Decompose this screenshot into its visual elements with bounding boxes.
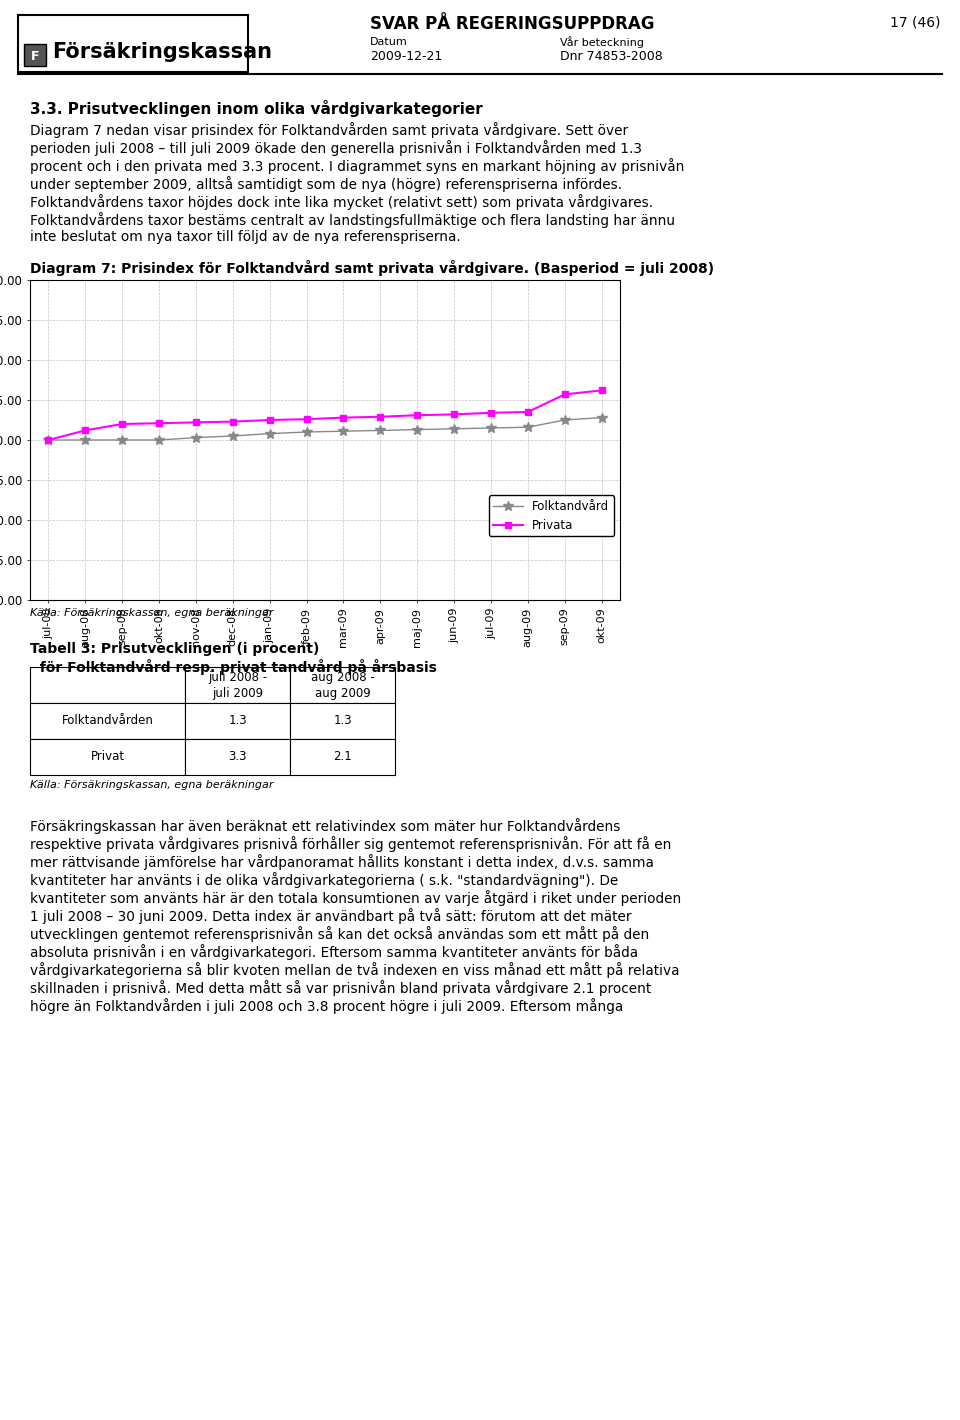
Text: vårdgivarkategorierna så blir kvoten mellan de två indexen en viss månad ett måt: vårdgivarkategorierna så blir kvoten mel…	[30, 961, 680, 978]
Bar	[30, 667, 185, 703]
Text: Folktandvården: Folktandvården	[61, 714, 154, 727]
Text: Källa: Försäkringskassan, egna beräkningar: Källa: Försäkringskassan, egna beräkning…	[30, 780, 274, 790]
Legend: Folktandvård, Privata: Folktandvård, Privata	[489, 496, 614, 537]
Text: utvecklingen gentemot referensprisnivån så kan det också användas som ett mått p: utvecklingen gentemot referensprisnivån …	[30, 926, 649, 941]
Text: 17 (46): 17 (46)	[890, 16, 940, 28]
Text: för Folktandvård resp. privat tandvård på årsbasis: för Folktandvård resp. privat tandvård p…	[30, 659, 437, 674]
Text: Folktandvårdens taxor bestäms centralt av landstingsfullmäktige och flera landst: Folktandvårdens taxor bestäms centralt a…	[30, 212, 675, 229]
Bar	[30, 703, 185, 738]
Text: inte beslutat om nya taxor till följd av de nya referenspriserna.: inte beslutat om nya taxor till följd av…	[30, 230, 461, 244]
Text: Privat: Privat	[90, 751, 125, 764]
Text: 2.1: 2.1	[333, 751, 352, 764]
Text: kvantiteter som använts här är den totala konsumtionen av varje åtgärd i riket u: kvantiteter som använts här är den total…	[30, 890, 682, 906]
Text: respektive privata vårdgivares prisnivå förhåller sig gentemot referensprisnivån: respektive privata vårdgivares prisnivå …	[30, 836, 671, 852]
Text: Diagram 7 nedan visar prisindex för Folktandvården samt privata vårdgivare. Sett: Diagram 7 nedan visar prisindex för Folk…	[30, 122, 628, 138]
Text: Diagram 7: Prisindex för Folktandvård samt privata vårdgivare. (Basperiod = juli: Diagram 7: Prisindex för Folktandvård sa…	[30, 260, 714, 275]
Text: 3.3: 3.3	[228, 751, 247, 764]
Text: 1.3: 1.3	[333, 714, 351, 727]
Text: Källa: Försäkringskassan, egna beräkningar: Källa: Försäkringskassan, egna beräkning…	[30, 608, 274, 618]
Text: juli 2008 -: juli 2008 -	[208, 672, 267, 684]
Text: Tabell 3: Prisutvecklingen (i procent): Tabell 3: Prisutvecklingen (i procent)	[30, 642, 320, 656]
Bar	[290, 738, 395, 775]
Bar	[185, 703, 290, 738]
Text: Dnr 74853-2008: Dnr 74853-2008	[560, 51, 662, 64]
Bar	[18, 16, 248, 72]
Text: SVAR PÅ REGERINGSUPPDRAG: SVAR PÅ REGERINGSUPPDRAG	[370, 16, 655, 33]
Text: aug 2008 -: aug 2008 -	[311, 672, 374, 684]
Text: skillnaden i prisnivå. Med detta mått så var prisnivån bland privata vårdgivare : skillnaden i prisnivå. Med detta mått så…	[30, 980, 651, 995]
Text: juli 2009: juli 2009	[212, 687, 263, 700]
Text: under september 2009, alltså samtidigt som de nya (högre) referenspriserna inför: under september 2009, alltså samtidigt s…	[30, 176, 622, 192]
Text: kvantiteter har använts i de olika vårdgivarkategorierna ( s.k. "standardvägning: kvantiteter har använts i de olika vårdg…	[30, 872, 618, 888]
Text: F: F	[31, 50, 39, 62]
Text: högre än Folktandvården i juli 2008 och 3.8 procent högre i juli 2009. Eftersom : högre än Folktandvården i juli 2008 och …	[30, 998, 623, 1014]
Bar	[185, 667, 290, 703]
Text: Datum: Datum	[370, 37, 408, 47]
Text: absoluta prisnivån i en vårdgivarkategori. Eftersom samma kvantiteter använts fö: absoluta prisnivån i en vårdgivarkategor…	[30, 944, 638, 960]
Bar	[185, 738, 290, 775]
Bar	[290, 667, 395, 703]
Text: Vår beteckning: Vår beteckning	[560, 36, 644, 48]
Text: Folktandvårdens taxor höjdes dock inte lika mycket (relativt sett) som privata v: Folktandvårdens taxor höjdes dock inte l…	[30, 195, 653, 210]
Text: procent och i den privata med 3.3 procent. I diagrammet syns en markant höjning : procent och i den privata med 3.3 procen…	[30, 158, 684, 175]
Bar	[290, 703, 395, 738]
Text: Försäkringskassan har även beräknat ett relativindex som mäter hur Folktandvårde: Försäkringskassan har även beräknat ett …	[30, 818, 620, 834]
Text: 2009-12-21: 2009-12-21	[370, 51, 443, 64]
Text: 1 juli 2008 – 30 juni 2009. Detta index är användbart på två sätt: förutom att d: 1 juli 2008 – 30 juni 2009. Detta index …	[30, 907, 632, 924]
Text: Försäkringskassan: Försäkringskassan	[52, 43, 272, 62]
Bar	[24, 44, 46, 65]
Text: 1.3: 1.3	[228, 714, 247, 727]
Bar	[30, 738, 185, 775]
Text: aug 2009: aug 2009	[315, 687, 371, 700]
Text: perioden juli 2008 – till juli 2009 ökade den generella prisnivån i Folktandvård: perioden juli 2008 – till juli 2009 ökad…	[30, 141, 642, 156]
Text: 3.3. Prisutvecklingen inom olika vårdgivarkategorier: 3.3. Prisutvecklingen inom olika vårdgiv…	[30, 99, 483, 116]
Text: mer rättvisande jämförelse har vårdpanoramat hållits konstant i detta index, d.v: mer rättvisande jämförelse har vårdpanor…	[30, 853, 654, 870]
